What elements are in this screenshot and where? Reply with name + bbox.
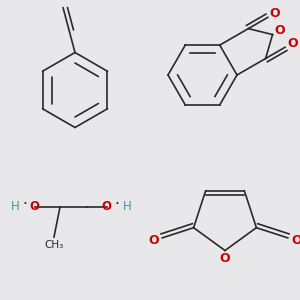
Text: O: O [220, 252, 230, 265]
Text: ·: · [22, 197, 27, 212]
Text: H: H [11, 200, 20, 214]
Text: O: O [148, 234, 159, 247]
Text: O: O [291, 234, 300, 247]
Text: O: O [101, 200, 112, 214]
Text: H: H [123, 200, 132, 214]
Text: CH₃: CH₃ [44, 239, 64, 250]
Text: O: O [270, 7, 280, 20]
Text: O: O [274, 24, 285, 37]
Text: ·: · [115, 197, 119, 212]
Text: O: O [287, 37, 298, 50]
Text: O: O [29, 200, 40, 214]
